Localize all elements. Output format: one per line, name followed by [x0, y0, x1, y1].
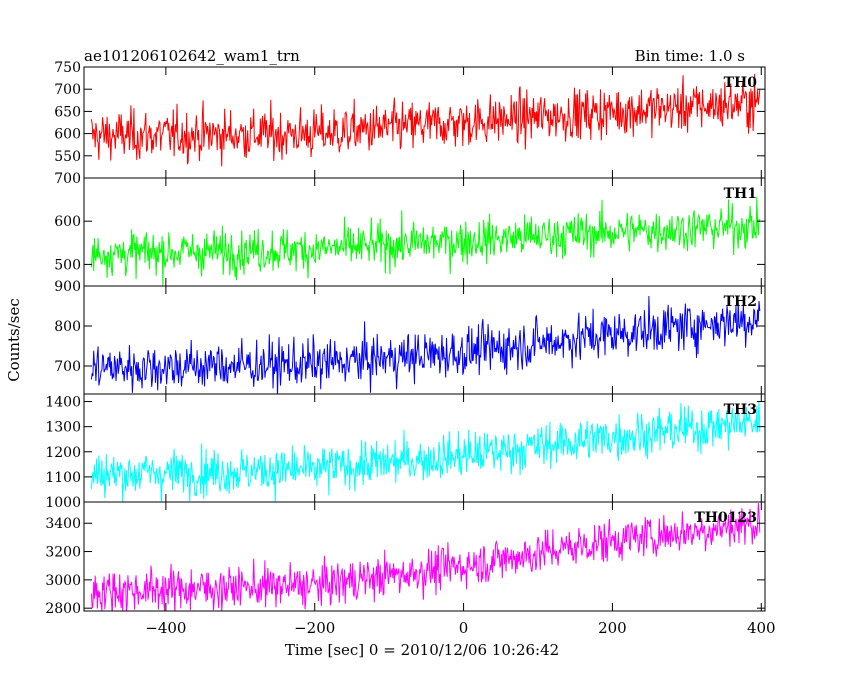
y-axis-label: Counts/sec: [5, 298, 23, 382]
series-line-th1: [90, 196, 761, 286]
y-tick-label: 1200: [45, 445, 81, 461]
x-tick-label: 400: [747, 619, 776, 637]
x-tick-label: 200: [598, 619, 627, 637]
x-tick-label: 0: [459, 619, 469, 637]
header-left-title: ae101206102642_wam1_trn: [84, 47, 300, 65]
series-line-th0: [90, 73, 761, 167]
y-tick-label: 600: [54, 127, 81, 143]
y-tick-label: 600: [54, 214, 81, 230]
panel-label-th1: TH1: [724, 186, 757, 202]
y-tick-label: 3000: [45, 573, 81, 589]
panel-frame: [83, 177, 766, 287]
y-tick-label: 700: [54, 359, 81, 375]
panel-label-th3: TH3: [724, 402, 757, 418]
x-axis-label: Time [sec] 0 = 2010/12/06 10:26:42: [285, 641, 559, 659]
series-line-th3: [90, 400, 761, 502]
y-tick-label: 1000: [45, 495, 81, 511]
y-tick-label: 1400: [45, 395, 81, 411]
y-tick-label: 700: [54, 171, 81, 187]
panel-frame: [83, 501, 766, 612]
x-tick-label: −200: [294, 619, 335, 637]
y-tick-label: 750: [54, 60, 81, 76]
y-tick-label: 500: [54, 257, 81, 273]
series-line-th2: [90, 295, 761, 394]
panel-frame: [83, 393, 766, 503]
x-tick-label: −400: [145, 619, 186, 637]
y-tick-label: 800: [54, 319, 81, 335]
y-tick-label: 650: [54, 104, 81, 120]
y-tick-label: 3400: [45, 516, 81, 532]
y-tick-label: 3200: [45, 545, 81, 561]
header-right-title: Bin time: 1.0 s: [635, 47, 745, 65]
y-tick-label: 700: [54, 82, 81, 98]
y-tick-label: 1300: [45, 420, 81, 436]
panel-label-th0: TH0: [724, 75, 758, 91]
y-tick-label: 1100: [45, 470, 81, 486]
y-tick-label: 550: [54, 149, 81, 165]
y-tick-label: 2800: [45, 601, 81, 617]
series-line-th0123: [90, 503, 761, 611]
panel-label-th2: TH2: [724, 294, 757, 310]
y-tick-label: 900: [54, 279, 81, 295]
panel-label-th0123: TH0123: [694, 510, 757, 526]
panels-group: 550 600 650 700 750 TH0 500 600 700 TH1 700 800 900 T…: [45, 60, 775, 637]
